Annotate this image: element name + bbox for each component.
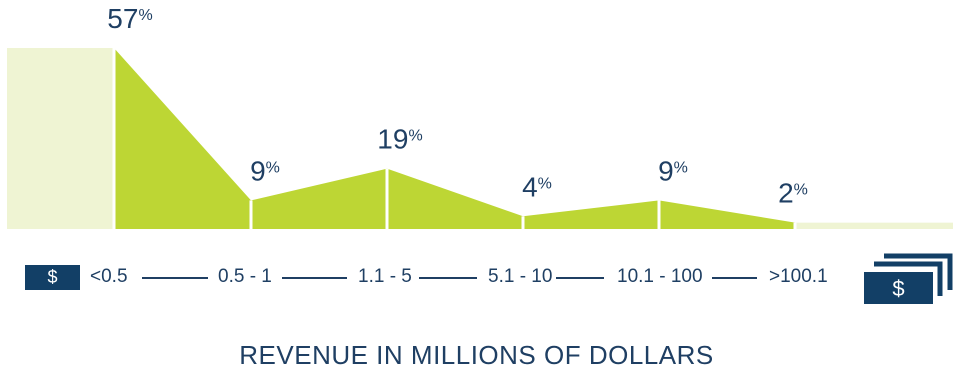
area-segment — [251, 168, 387, 229]
x-tick-label: >100.1 — [769, 266, 828, 287]
dollar-sign-label: $ — [47, 267, 58, 287]
revenue-area-chart: 57% 9% 19% 4% 9% 2% — [7, 3, 953, 229]
data-label: 57% — [107, 3, 152, 34]
data-label: 4% — [522, 171, 552, 202]
x-tick-label: 1.1 - 5 — [358, 266, 412, 287]
area-segment — [114, 48, 251, 229]
lead-in-area — [7, 48, 114, 229]
axis-connector-line — [419, 277, 477, 279]
x-tick-label: 0.5 - 1 — [218, 266, 272, 287]
axis-connector-line — [142, 277, 208, 279]
x-axis-title: REVENUE IN MILLIONS OF DOLLARS — [239, 340, 714, 370]
data-label: 2% — [778, 178, 808, 209]
axis-connector-line — [712, 277, 757, 279]
data-label: 9% — [250, 155, 280, 186]
x-tick-label: 10.1 - 100 — [617, 266, 703, 287]
data-label: 9% — [658, 155, 688, 186]
area-segment — [659, 200, 795, 229]
tail-area — [795, 222, 953, 229]
area-segment — [387, 168, 523, 229]
axis-connector-line — [556, 277, 604, 279]
data-label: 19% — [377, 124, 422, 155]
x-tick-label: <0.5 — [90, 266, 128, 287]
area-segment — [523, 200, 659, 229]
stacked-bills-icon: $ — [864, 253, 953, 304]
axis-connector-line — [282, 277, 347, 279]
stacked-bills-label: $ — [892, 276, 904, 301]
dollar-sign-icon: $ — [25, 265, 80, 290]
x-tick-label: 5.1 - 10 — [488, 266, 553, 287]
